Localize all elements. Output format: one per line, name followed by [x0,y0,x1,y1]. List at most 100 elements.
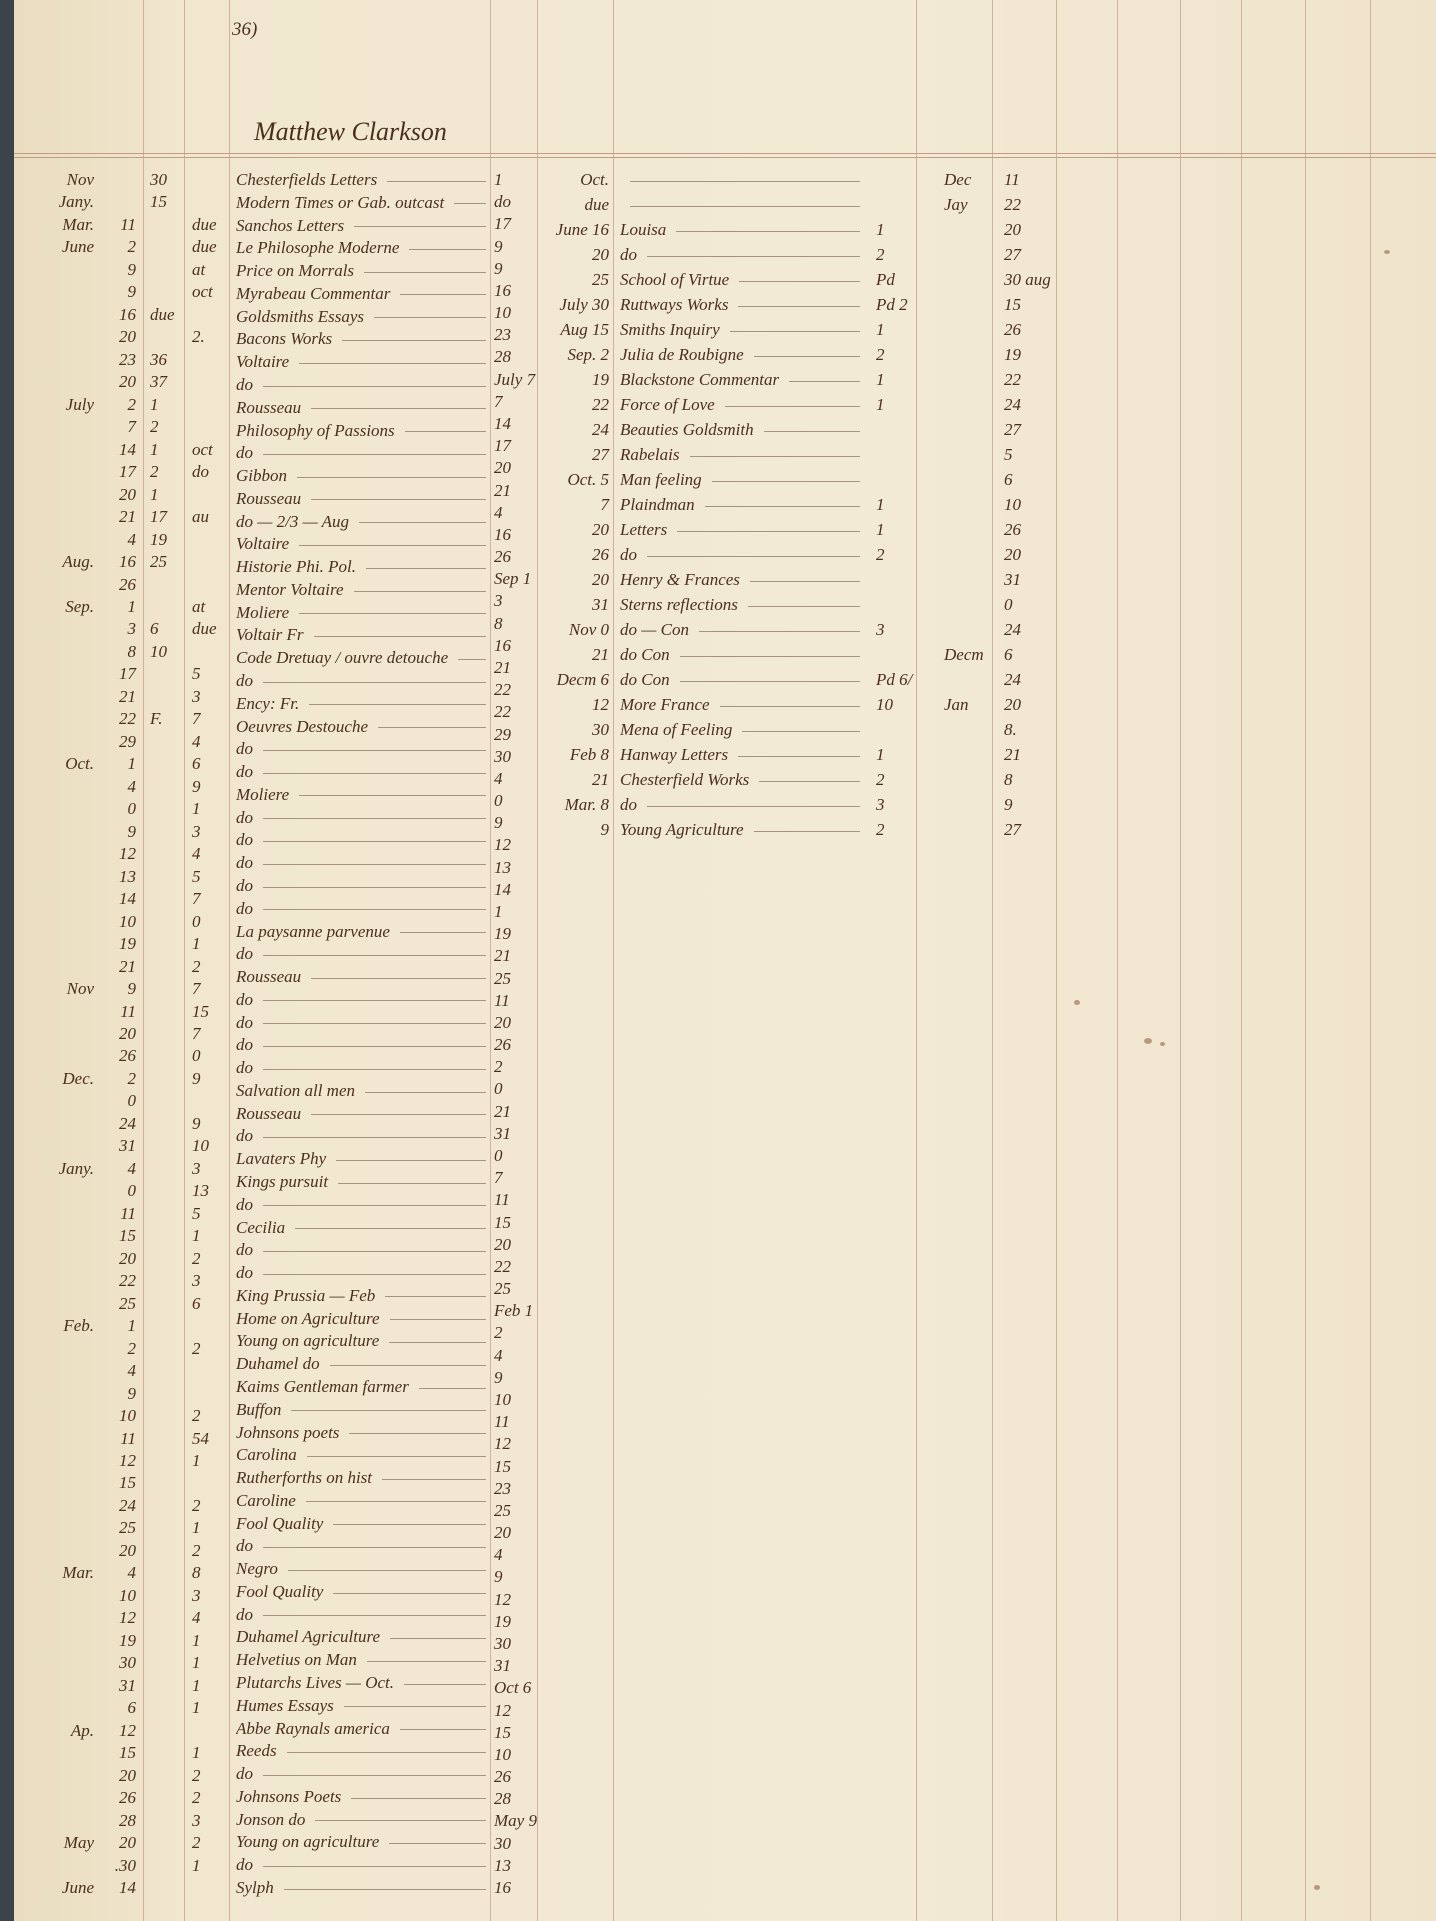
return-date: 20 [1004,545,1021,564]
entry-day: 2 [127,1338,137,1358]
entry-note: 0 [192,1046,201,1066]
return-date: 6 [1004,470,1013,489]
entry-day: 8 [127,641,137,661]
return-date: 22 [1004,370,1021,389]
entry-day: 2 [127,1068,137,1088]
entry-day: 26 [119,574,136,594]
entry-day: 11 [120,1428,136,1448]
entry-day: 9 [127,979,137,999]
entry-note: 7 [192,979,201,999]
entry-note: 2 [192,1765,201,1785]
entry-note: 2 [192,1833,201,1853]
book-title: Fool Quality [236,1514,486,1534]
entry-day: 31 [119,1675,136,1695]
entry-day: 1 [127,1316,137,1336]
entry-day: 12 [119,844,136,864]
return-date: 27 [1004,820,1021,839]
entry-note: 4 [192,1608,201,1628]
entry-month: Jany. [58,192,94,212]
entry-date: 20 [592,520,609,539]
book-title [620,170,860,190]
entry-volume: 3 [876,620,885,639]
book-title: Humes Essays [236,1696,486,1716]
entry-note: 5 [192,664,201,684]
book-title: Johnsons Poets [236,1787,486,1807]
entry-day: 4 [127,529,137,549]
entry-note: 7 [192,889,201,909]
entry-volume: Pd 2 [876,295,908,314]
ruling-line [229,0,230,1921]
return-date: 23 [494,1478,511,1498]
book-title: Voltair Fr [236,625,486,645]
return-date: 26 [1004,320,1021,339]
book-title: Duhamel Agriculture [236,1627,486,1647]
return-date: 14 [494,879,511,899]
book-title: Mena of Feeling [620,720,860,740]
book-title: Kings pursuit [236,1172,486,1192]
entry-date: 30 [592,720,609,739]
return-date: 11 [494,1412,510,1432]
entry-note: due [192,619,217,639]
book-title: Johnsons poets [236,1423,486,1443]
entry-month: Mar. [62,214,94,234]
entry-day: 14 [119,1878,136,1897]
entry-volume: 1 [876,220,885,239]
return-date: 21 [494,1101,511,1121]
book-title: Beauties Goldsmith [620,420,860,440]
book-title: Rousseau [236,398,486,418]
return-date: 9 [494,236,503,256]
book-title: do [236,830,486,850]
entry-month: June [61,237,94,257]
entry-date: 24 [592,420,609,439]
entry-day: 16 [119,304,136,324]
return-date: 20 [1004,220,1021,239]
book-title: Young Agriculture [620,820,860,840]
book-title: Young on agriculture [236,1832,486,1852]
return-date: 0 [494,1079,503,1099]
book-title: Young on agriculture [236,1331,486,1351]
book-title: do Con [620,670,860,690]
entry-month: July [65,394,94,414]
entry-day: 15 [119,1743,136,1763]
book-title: Plutarchs Lives — Oct. [236,1673,486,1693]
ruling-line [1370,0,1371,1921]
book-title: do [236,375,486,395]
book-title: Reeds [236,1741,486,1761]
entry-day: 2 [127,394,137,414]
book-title: Price on Morrals [236,261,486,281]
book-title: Rousseau [236,489,486,509]
account-name: Matthew Clarkson [254,117,447,146]
entry-day: 11 [120,1001,136,1021]
book-title: Blackstone Commentar [620,370,860,390]
book-title: Smiths Inquiry [620,320,860,340]
entry-volume: F. [150,709,163,729]
entry-volume: 1 [876,495,885,514]
entry-day: 0 [127,1181,137,1201]
entry-day: 0 [127,1091,137,1111]
return-date: 27 [1004,245,1021,264]
return-date: 25 [494,1500,511,1520]
entry-note: 54 [192,1428,209,1448]
entry-note: 10 [192,1136,209,1156]
entry-date: 21 [592,770,609,789]
book-title: do [236,1126,486,1146]
return-date: 16 [494,1878,511,1897]
return-date: 10 [494,1390,511,1409]
entry-note: 1 [192,934,201,954]
book-title: Duhamel do [236,1354,486,1374]
ruling-line [1305,0,1306,1921]
book-title: Rutherforths on hist [236,1468,486,1488]
book-title: Chesterfield Works [620,770,860,790]
entry-volume: 1 [150,439,159,459]
return-date: 20 [1004,695,1021,714]
entry-volume: 37 [150,372,167,392]
entry-day: 11 [120,214,136,234]
entry-day: 10 [119,1585,136,1605]
entry-day: 20 [119,1024,136,1043]
return-date: 26 [1004,520,1021,539]
entry-note: 15 [192,1001,209,1021]
book-title: do [236,1195,486,1215]
book-title: Julia de Roubigne [620,345,860,365]
entry-day: 20 [119,327,136,347]
entry-day: 21 [119,507,136,527]
